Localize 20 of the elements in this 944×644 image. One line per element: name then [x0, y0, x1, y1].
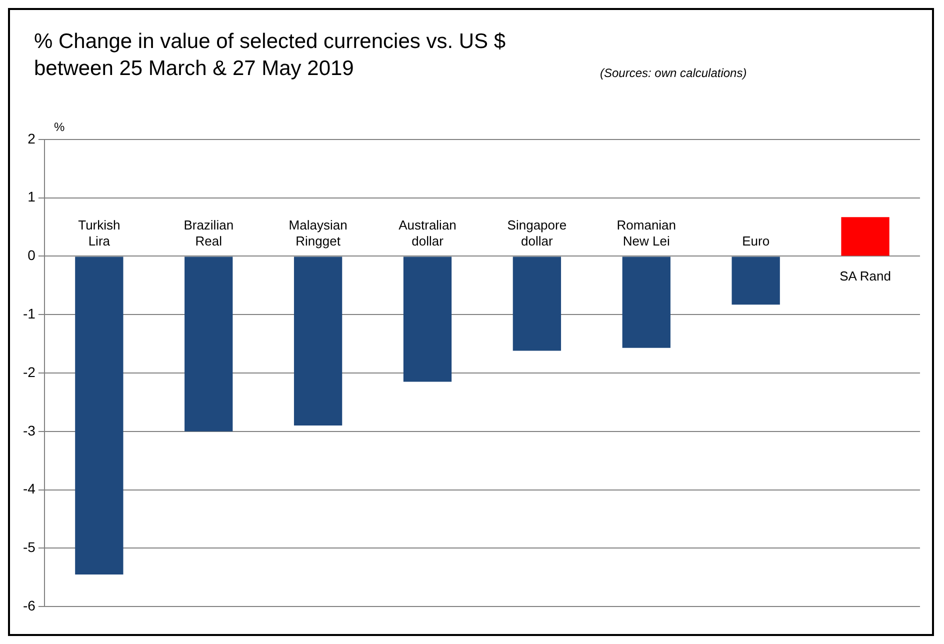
y-tick-label: -2 — [22, 364, 36, 380]
y-axis-title: % — [54, 120, 65, 134]
chart-title: % Change in value of selected currencies vs. US $ between 25 March & 27 May 2019 — [34, 29, 507, 82]
y-tick-label: -1 — [22, 305, 36, 322]
text: (Sources: own calculations) — [600, 66, 747, 80]
x-tick-label: Malaysian Ringget — [288, 217, 348, 248]
x-tick-label: Euro — [742, 233, 770, 248]
y-tick-label: -5 — [22, 539, 36, 556]
y-tick-label: 1 — [28, 188, 36, 205]
y-tick-label: -4 — [22, 480, 36, 497]
y-tick-label: 2 — [28, 130, 36, 146]
x-tick-label: Singapore dollar — [507, 217, 567, 248]
x-tick-label: Turkish Lira — [78, 217, 120, 248]
x-tick-label: Romanian New Lei — [616, 217, 676, 248]
x-tick-label: SA Rand — [840, 268, 891, 284]
y-tick-label: 0 — [28, 247, 36, 264]
x-tick-label: Brazilian Real — [184, 217, 234, 248]
x-tick-label: Australian dollar — [398, 217, 456, 248]
y-tick-label: -6 — [22, 597, 36, 614]
y-tick-label: -3 — [22, 422, 36, 438]
